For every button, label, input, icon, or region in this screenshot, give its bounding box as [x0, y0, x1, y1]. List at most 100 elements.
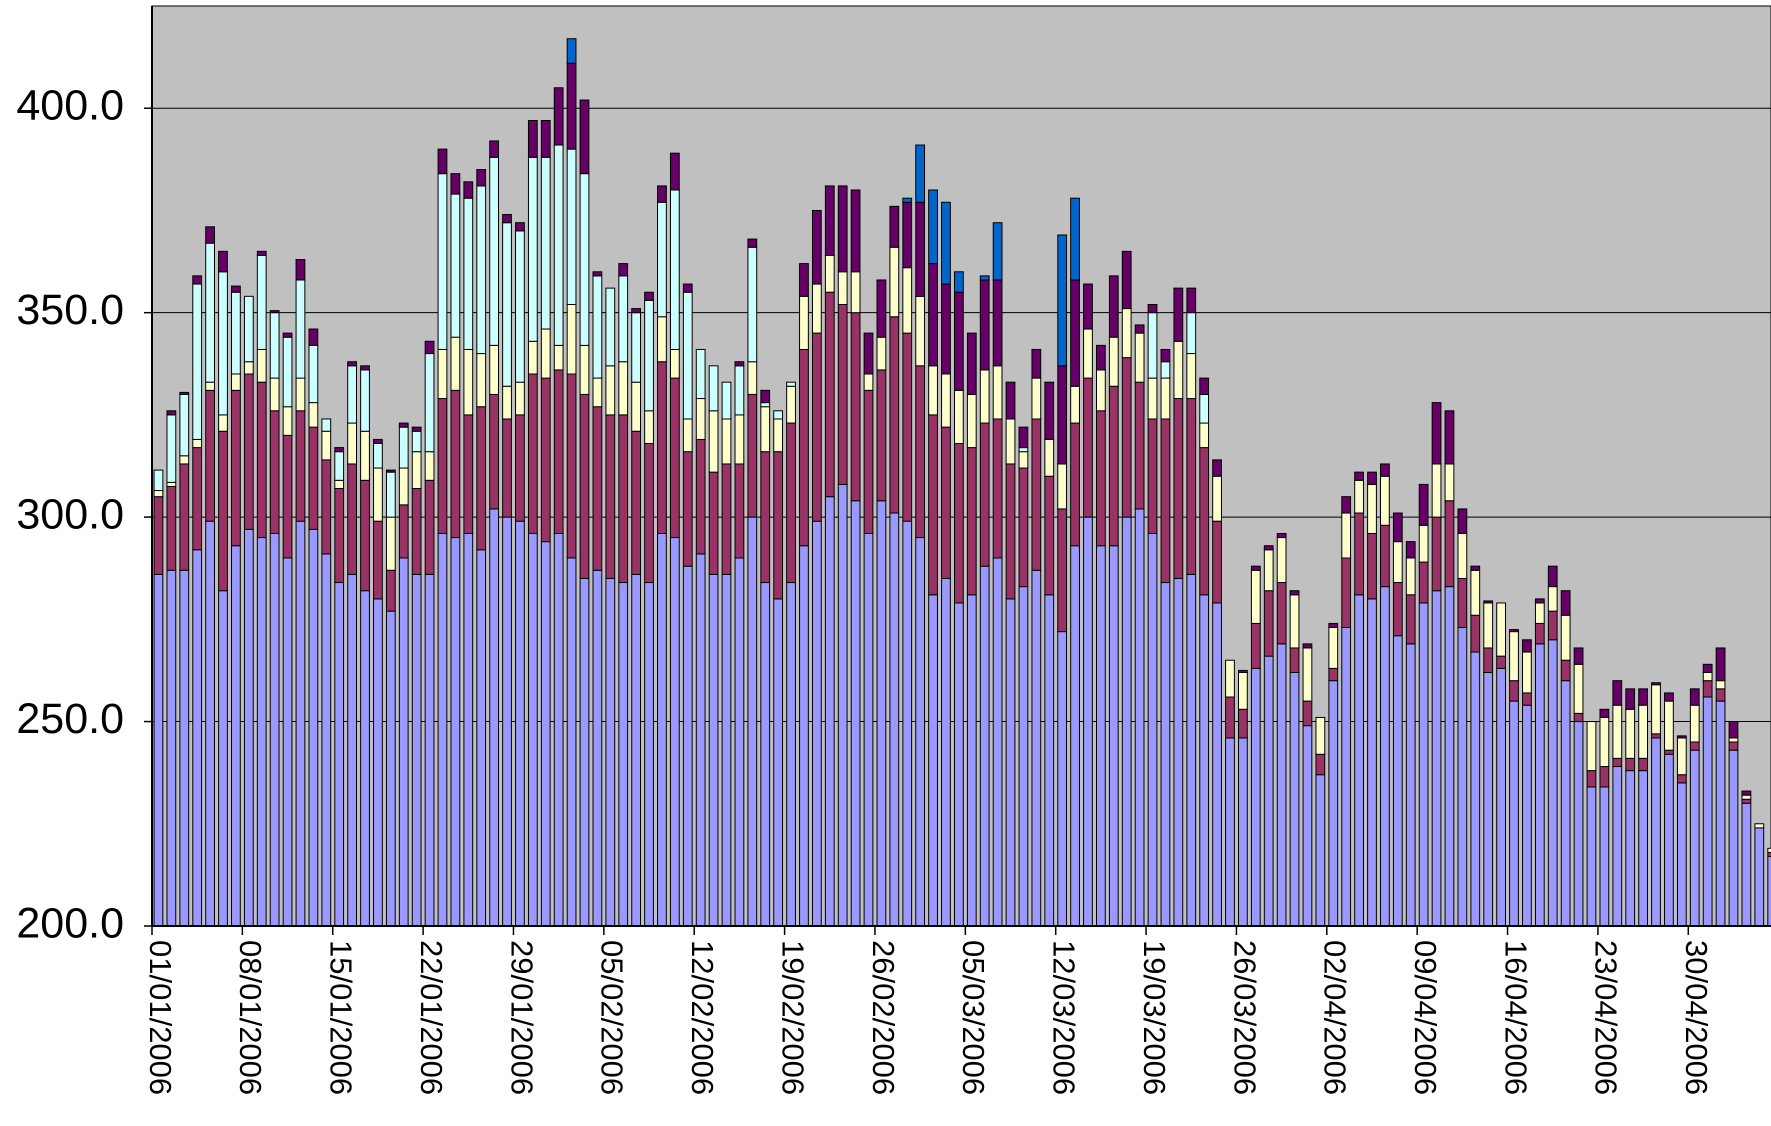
bar-segment — [1651, 684, 1661, 735]
bar-segment — [515, 381, 525, 416]
bar-segment — [708, 410, 719, 473]
bar-segment — [837, 483, 848, 927]
bar-segment — [553, 344, 564, 371]
bar-segment — [902, 332, 913, 522]
bar-segment — [618, 275, 629, 363]
bar-segment — [205, 520, 215, 927]
bar-segment — [321, 459, 332, 555]
y-tick-label: 200.0 — [16, 899, 124, 947]
bar-segment — [1031, 348, 1042, 379]
bar-segment — [657, 201, 667, 318]
bar-segment — [463, 348, 474, 416]
bar-segment — [1599, 786, 1610, 927]
bar-segment — [1586, 786, 1597, 927]
bar-segment — [398, 467, 409, 506]
bar-segment — [1315, 774, 1326, 927]
bar-segment — [515, 230, 525, 383]
bar-segment — [231, 389, 241, 547]
bar-segment — [1186, 573, 1197, 927]
bar-segment — [1741, 802, 1752, 927]
bar-segment — [360, 365, 370, 371]
bar-segment — [631, 381, 642, 432]
bar-segment — [295, 259, 306, 281]
bar-segment — [1134, 324, 1145, 334]
bar-segment — [1238, 671, 1248, 710]
bar-segment — [373, 598, 383, 927]
bar-segment — [192, 275, 203, 285]
bar-segment — [1186, 353, 1197, 400]
bar-segment — [928, 414, 938, 596]
bar-segment — [231, 545, 241, 927]
bar-segment — [1560, 614, 1571, 661]
bar-segment — [1263, 655, 1274, 927]
bar-segment — [489, 156, 500, 346]
bar-segment — [385, 471, 396, 518]
bar-segment — [553, 144, 564, 346]
bar-segment — [1328, 622, 1339, 629]
bar-segment — [1483, 671, 1494, 927]
bar-segment — [1238, 708, 1248, 739]
x-tick-label: 12/03/2006 — [1047, 940, 1082, 1095]
bar-segment — [1625, 757, 1636, 772]
x-tick-label: 22/01/2006 — [414, 940, 449, 1095]
bar-segment — [334, 582, 345, 927]
bar-segment — [1108, 275, 1119, 338]
bar-segment — [876, 279, 887, 338]
bar-segment — [256, 381, 267, 539]
bar-segment — [1057, 508, 1068, 633]
bar-segment — [1534, 602, 1545, 624]
bar-segment — [850, 189, 861, 273]
bar-segment — [1676, 774, 1687, 784]
bar-segment — [398, 504, 409, 559]
bar-segment — [308, 402, 319, 428]
bar-segment — [256, 250, 267, 256]
bar-segment — [1367, 532, 1377, 600]
bar-segment — [1470, 614, 1481, 653]
bar-segment — [786, 381, 796, 387]
bar-segment — [695, 438, 706, 555]
bar-segment — [1689, 741, 1700, 751]
bar-segment — [1444, 586, 1455, 927]
bar-segment — [1534, 622, 1545, 645]
bar-segment — [1638, 704, 1648, 759]
bar-segment — [1083, 283, 1093, 330]
bar-segment — [760, 451, 771, 584]
bar-segment — [1199, 393, 1210, 424]
bar-segment — [734, 463, 745, 559]
bar-segment — [747, 393, 758, 518]
bar-segment — [1225, 696, 1235, 739]
bar-segment — [1651, 733, 1661, 739]
bar-segment — [1625, 770, 1636, 927]
bar-segment — [1276, 532, 1287, 539]
bar-segment — [902, 197, 913, 203]
bar-segment — [941, 283, 951, 375]
bar-segment — [592, 406, 603, 571]
bar-segment — [1160, 361, 1171, 379]
bar-segment — [605, 365, 616, 416]
bar-segment — [540, 328, 551, 379]
bar-segment — [1573, 647, 1584, 665]
bar-segment — [411, 430, 422, 453]
bar-segment — [721, 463, 732, 575]
bar-segment — [1341, 557, 1352, 629]
x-tick-label: 08/01/2006 — [233, 940, 268, 1095]
bar-segment — [1741, 798, 1752, 804]
bar-segment — [966, 594, 977, 927]
bar-segment — [1186, 312, 1197, 355]
bar-segment — [243, 528, 254, 927]
bar-segment — [721, 573, 732, 927]
bar-segment — [1005, 463, 1016, 600]
bar-segment — [476, 353, 487, 408]
bar-segment — [282, 336, 293, 408]
x-tick-label: 30/04/2006 — [1679, 940, 1714, 1095]
bar-segment — [799, 263, 809, 297]
bar-segment — [424, 451, 435, 481]
bar-segment — [256, 254, 267, 350]
bar-segment — [1199, 447, 1210, 596]
bar-segment — [863, 532, 874, 927]
bar-segment — [502, 385, 512, 420]
bar-segment — [321, 418, 332, 432]
bar-segment — [166, 569, 177, 927]
bar-segment — [166, 481, 177, 487]
bar-segment — [850, 312, 861, 502]
